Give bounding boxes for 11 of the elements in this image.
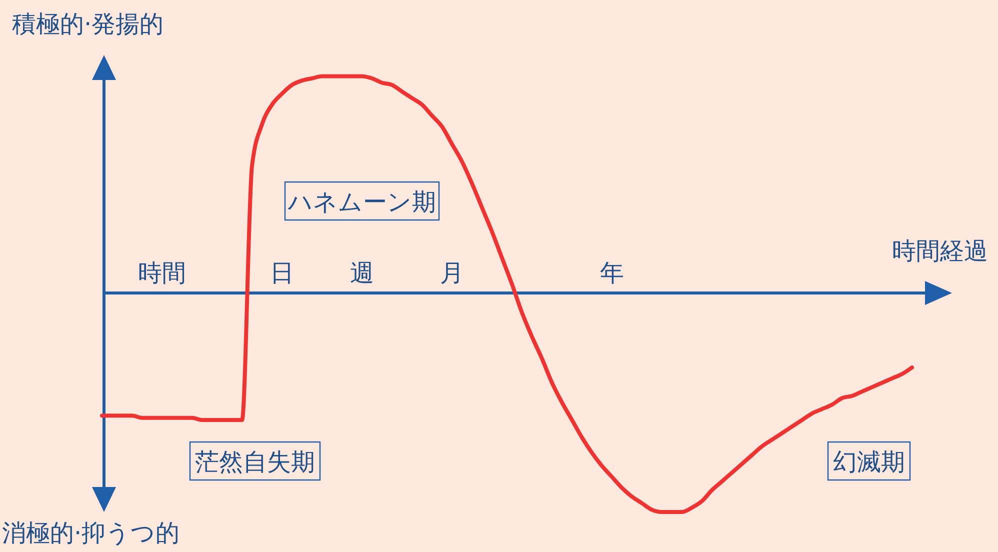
x-tick-label: 週 bbox=[350, 259, 374, 287]
x-tick-label: 時間 bbox=[138, 259, 186, 287]
x-axis-title: 時間経過 bbox=[892, 237, 988, 265]
annotation: ハネムーン期 bbox=[287, 188, 436, 216]
annotation: 幻滅期 bbox=[833, 448, 905, 476]
x-tick-label: 年 bbox=[600, 259, 624, 287]
x-tick-label: 日 bbox=[270, 259, 294, 287]
y-axis-title: 積極的·発揚的 bbox=[12, 10, 164, 38]
x-tick-label: 月 bbox=[440, 259, 464, 287]
text: 消極的·抑うつ的 bbox=[2, 519, 180, 547]
annotation: 茫然自失期 bbox=[195, 448, 315, 476]
